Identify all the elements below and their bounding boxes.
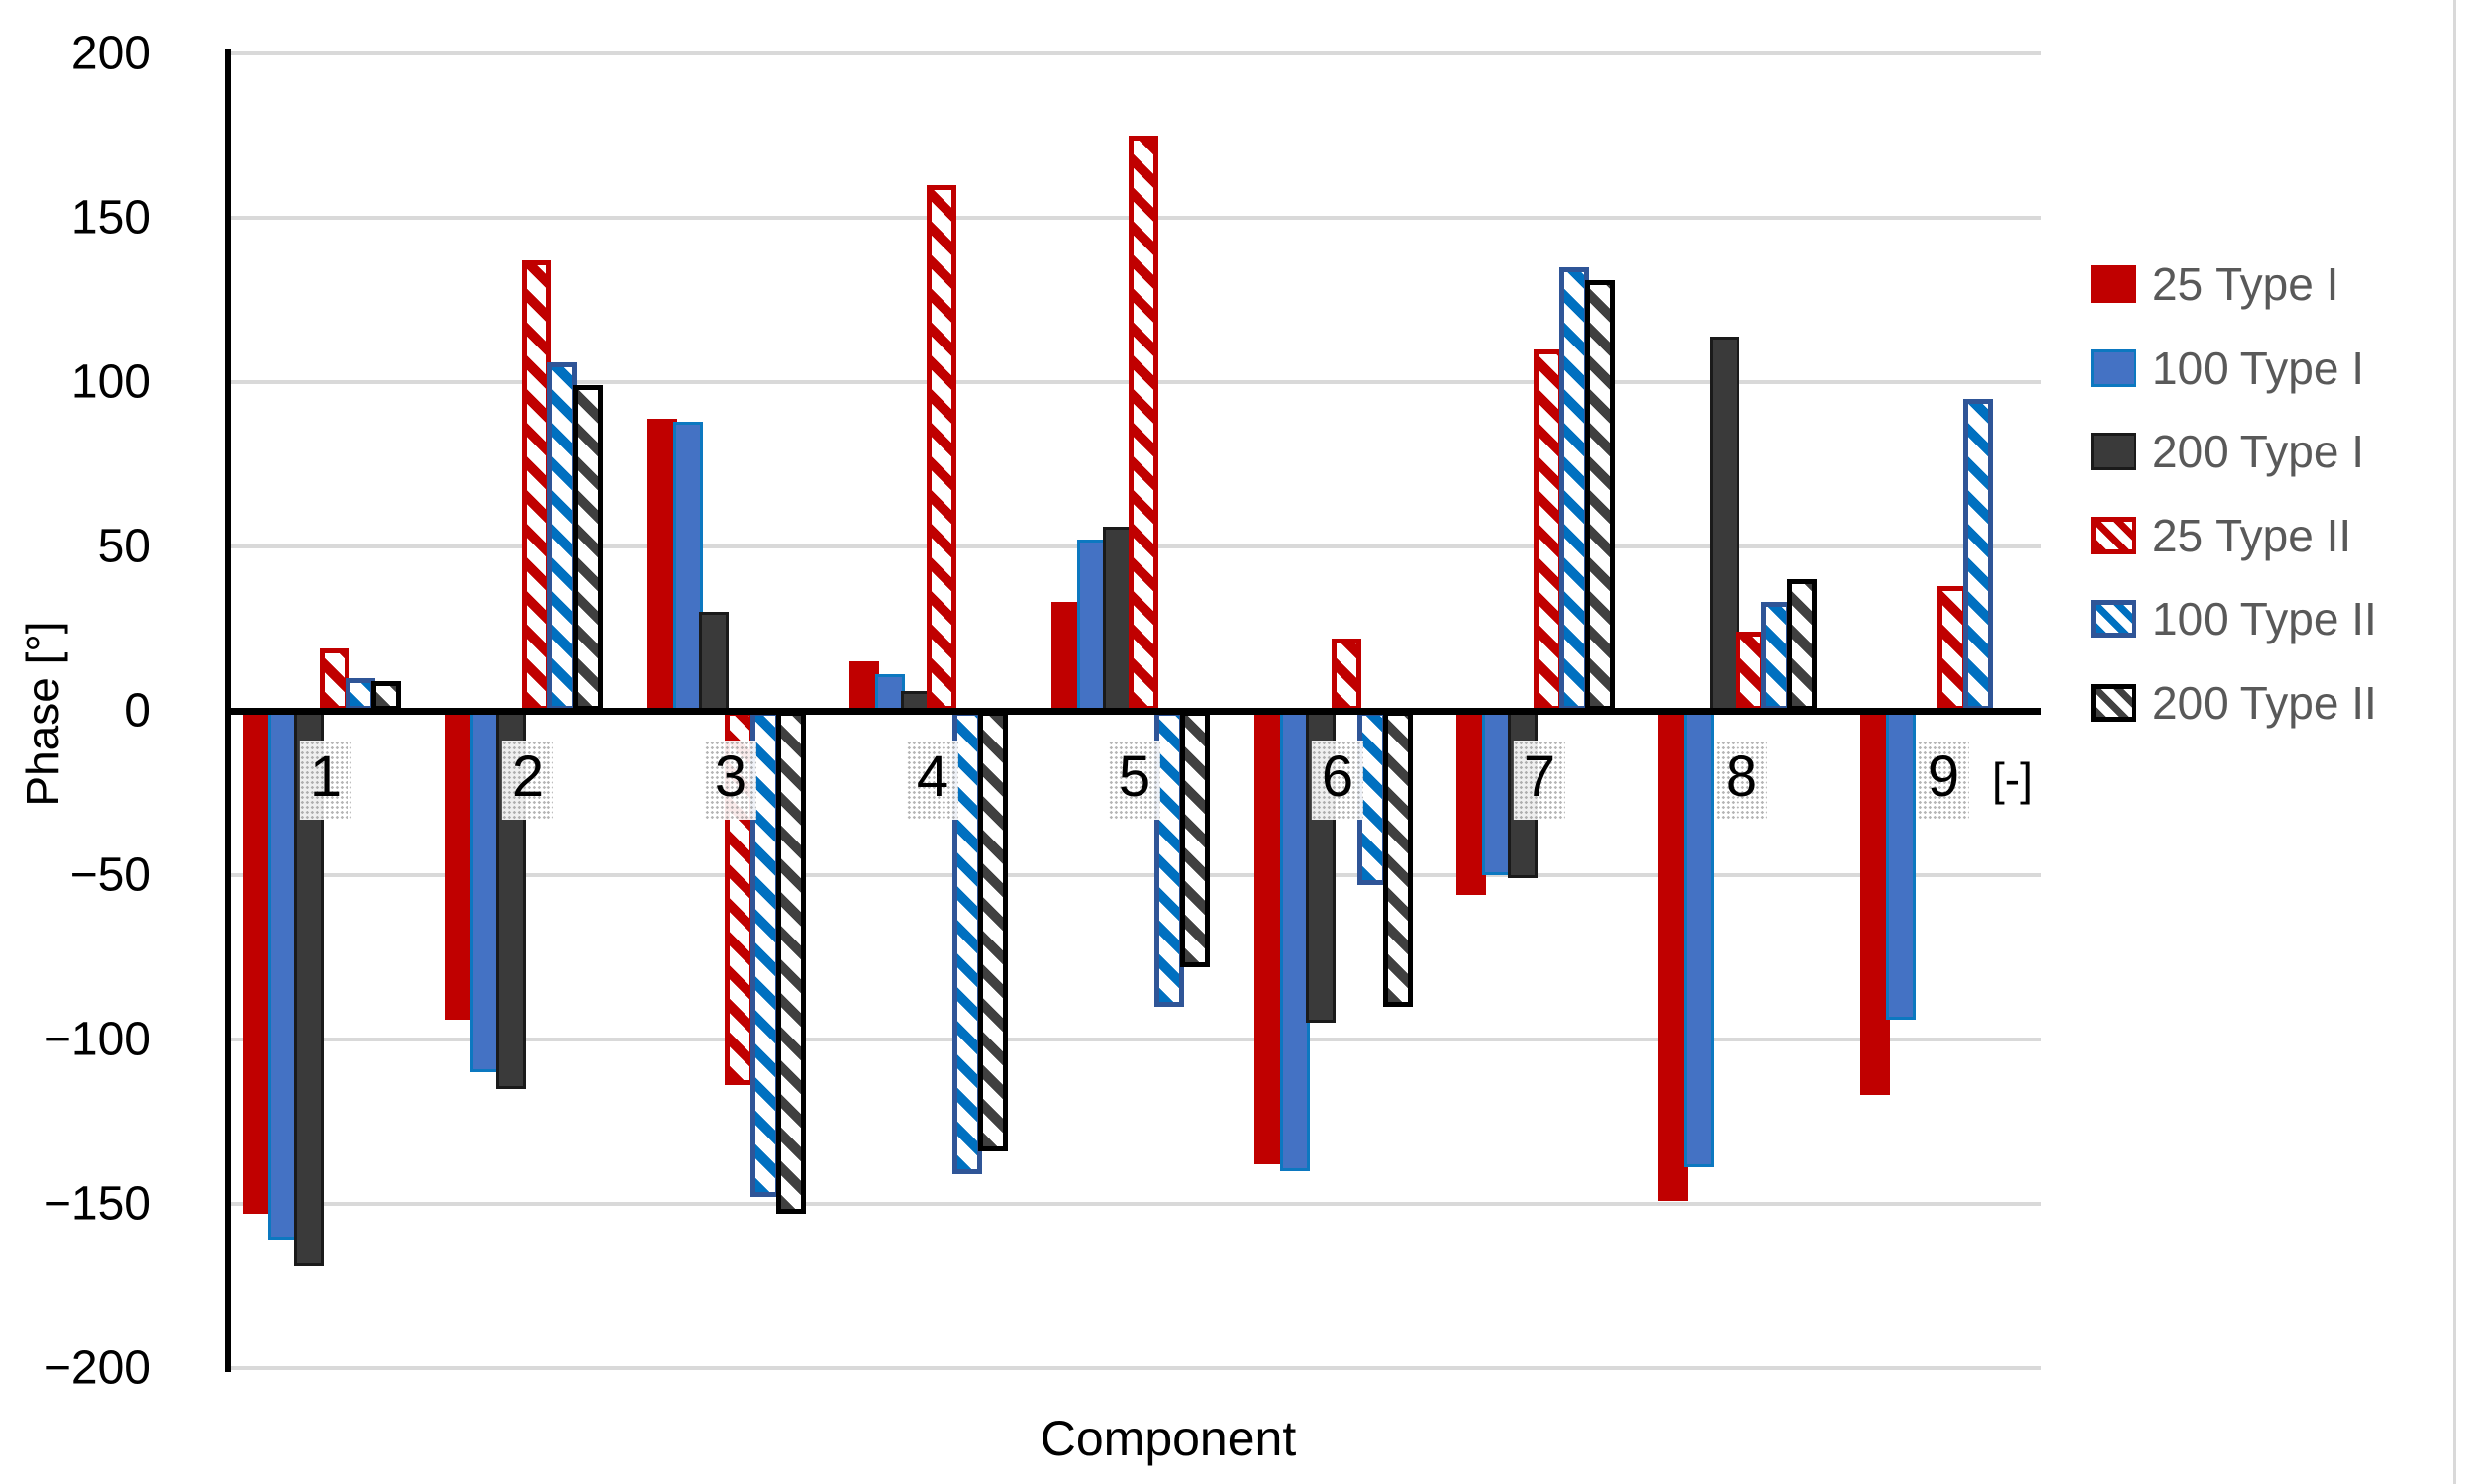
bar-100-type-ii-c9: [1963, 398, 1993, 711]
bar-100-type-i-c3: [673, 421, 703, 711]
y-tick-label: −100: [43, 1013, 150, 1066]
bar-200-type-ii-c7: [1585, 280, 1615, 711]
x-category-label-4: 4: [906, 741, 959, 820]
legend-item-100-type-ii: 100 Type II: [2091, 592, 2377, 645]
bar-25-type-i-c6: [1254, 711, 1284, 1165]
legend-item-100-type-i: 100 Type I: [2091, 342, 2364, 395]
y-tick-label: −200: [43, 1341, 150, 1395]
gridline-y--150: [225, 1202, 2041, 1206]
y-tick-label: 0: [124, 684, 150, 738]
x-category-label-2: 2: [501, 741, 554, 820]
x-axis-unit-label: [-]: [1992, 753, 2033, 805]
bar-200-type-ii-c8: [1787, 579, 1817, 711]
legend-item-25-type-ii: 25 Type II: [2091, 509, 2351, 562]
x-category-label-6: 6: [1311, 741, 1364, 820]
legend-label: 100 Type II: [2152, 593, 2377, 644]
bar-200-type-ii-c1: [371, 681, 401, 711]
bar-200-type-ii-c2: [573, 385, 603, 711]
gridline-y--100: [225, 1038, 2041, 1041]
x-category-label-7: 7: [1513, 741, 1566, 820]
chart-right-border: [2453, 0, 2456, 1484]
bar-100-type-i-c8: [1684, 711, 1714, 1168]
y-tick-label: 200: [70, 27, 150, 80]
x-axis-line: [225, 708, 2041, 715]
legend-item-25-type-i: 25 Type I: [2091, 257, 2338, 311]
bar-25-type-ii-c4: [927, 184, 956, 711]
x-category-label-9: 9: [1917, 741, 1970, 820]
bar-25-type-ii-c5: [1129, 136, 1158, 711]
bar-100-type-i-c6: [1280, 711, 1310, 1171]
bar-25-type-ii-c6: [1332, 638, 1361, 711]
y-tick-label: 100: [70, 355, 150, 409]
legend-swatch-hatched-icon: [2091, 600, 2136, 638]
legend-item-200-type-i: 200 Type I: [2091, 425, 2364, 478]
x-category-label-1: 1: [299, 741, 352, 820]
y-tick-label: −50: [69, 848, 150, 902]
bar-100-type-i-c9: [1886, 711, 1916, 1021]
legend-swatch-solid-icon: [2091, 349, 2136, 387]
legend-swatch-solid-icon: [2091, 433, 2136, 470]
y-axis-title: Phase [°]: [17, 621, 68, 807]
y-tick-label: 150: [70, 191, 150, 245]
bar-200-type-ii-c3: [776, 711, 806, 1214]
gridline-y-200: [225, 51, 2041, 55]
legend-label: 100 Type I: [2152, 343, 2364, 394]
legend-swatch-solid-icon: [2091, 265, 2136, 303]
bar-200-type-i-c3: [699, 612, 729, 711]
bar-200-type-ii-c4: [978, 711, 1008, 1151]
bar-200-type-ii-c6: [1383, 711, 1413, 1007]
legend-label: 25 Type I: [2152, 258, 2339, 310]
bar-200-type-ii-c5: [1180, 711, 1210, 967]
legend-swatch-hatched-icon: [2091, 684, 2136, 722]
legend-label: 25 Type II: [2152, 510, 2352, 561]
gridline-y--200: [225, 1366, 2041, 1370]
legend-item-200-type-ii: 200 Type II: [2091, 676, 2377, 730]
bar-100-type-i-c4: [875, 674, 905, 711]
legend-label: 200 Type I: [2152, 426, 2364, 477]
x-axis-title: Component: [1040, 1411, 1297, 1466]
x-category-label-3: 3: [704, 741, 757, 820]
y-tick-label: −150: [43, 1177, 150, 1231]
legend-swatch-hatched-icon: [2091, 517, 2136, 554]
legend-label: 200 Type II: [2152, 677, 2377, 729]
y-tick-label: 50: [97, 520, 150, 573]
x-category-label-5: 5: [1108, 741, 1161, 820]
gridline-y--50: [225, 873, 2041, 877]
x-category-label-8: 8: [1715, 741, 1768, 820]
